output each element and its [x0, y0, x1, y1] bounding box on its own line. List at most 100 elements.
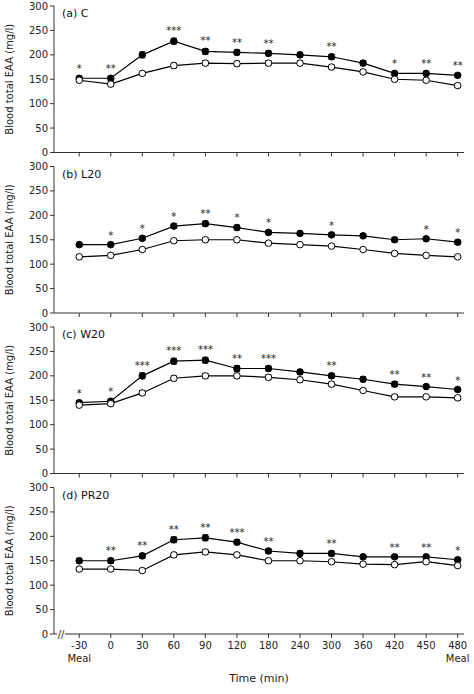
error-bar — [360, 377, 366, 382]
point — [171, 38, 178, 45]
y-tick-label: 50 — [35, 444, 48, 455]
annotation: *** — [166, 345, 181, 356]
point — [297, 369, 304, 376]
panel: 050100150200250300Blood total EAA (mg/l)… — [4, 322, 464, 480]
point — [360, 554, 367, 561]
error-bar — [392, 382, 398, 387]
x-tick-label: 420 — [385, 640, 404, 651]
error-bar — [139, 390, 145, 395]
point — [265, 60, 272, 67]
x-tick — [110, 474, 111, 478]
point — [391, 76, 398, 83]
point — [171, 375, 178, 382]
error-bar — [171, 38, 177, 44]
x-tick — [394, 153, 395, 157]
error-bar — [297, 369, 303, 374]
point — [454, 562, 461, 569]
annotation: *** — [198, 344, 213, 355]
point — [202, 357, 209, 364]
annotation: ** — [327, 538, 337, 549]
x-tick — [236, 313, 237, 317]
point — [297, 52, 304, 59]
point — [234, 373, 241, 380]
x-tick — [300, 313, 301, 317]
annotation: * — [455, 545, 460, 556]
annotation: * — [424, 224, 429, 235]
point — [360, 376, 367, 383]
point — [107, 557, 114, 564]
point — [139, 52, 146, 59]
annotation: * — [77, 388, 82, 399]
y-axis-label: Blood total EAA (mg/l) — [4, 345, 15, 456]
point — [328, 550, 335, 557]
x-tick — [457, 634, 458, 638]
y-tick-label: 200 — [29, 370, 48, 381]
point — [202, 534, 209, 541]
point — [454, 239, 461, 246]
point — [202, 549, 209, 556]
x-tick — [205, 474, 206, 478]
point — [423, 252, 430, 259]
y-tick — [50, 585, 54, 586]
y-tick — [50, 30, 54, 31]
y-tick-label: 100 — [29, 419, 48, 430]
point — [328, 373, 335, 380]
x-tick — [426, 634, 427, 638]
annotation: ** — [263, 38, 273, 49]
y-tick-label: 250 — [29, 506, 48, 517]
y-tick-label: 0 — [42, 308, 48, 319]
y-tick — [50, 449, 54, 450]
x-tick-label: -30 — [71, 640, 87, 651]
x-tick — [205, 153, 206, 157]
x-tick — [79, 474, 80, 478]
error-bar — [171, 376, 177, 381]
point — [234, 60, 241, 67]
y-tick — [50, 536, 54, 537]
x-tick-label: 360 — [354, 640, 373, 651]
annotation: * — [234, 212, 239, 223]
y-tick — [50, 400, 54, 401]
y-tick-label: 200 — [29, 531, 48, 542]
panel-title: (d) PR20 — [62, 489, 109, 502]
annotation: * — [455, 227, 460, 238]
y-tick-label: 300 — [29, 482, 48, 493]
point — [423, 77, 430, 84]
y-tick — [50, 634, 54, 635]
plot-area — [76, 534, 461, 573]
y-tick-label: 150 — [29, 395, 48, 406]
x-tick — [457, 153, 458, 157]
point — [423, 235, 430, 242]
panel: 050100150200250300Blood total EAA (mg/l)… — [4, 161, 464, 319]
y-tick — [50, 239, 54, 240]
point — [265, 374, 272, 381]
x-tick — [173, 153, 174, 157]
x-tick — [142, 153, 143, 157]
point — [360, 387, 367, 394]
error-bar — [265, 549, 271, 554]
error-bar — [297, 52, 303, 57]
y-tick — [50, 215, 54, 216]
y-tick — [50, 375, 54, 376]
error-bar — [234, 552, 240, 557]
error-bar — [202, 357, 208, 363]
error-bar — [265, 61, 271, 66]
y-tick — [50, 190, 54, 191]
x-tick — [79, 634, 80, 638]
point — [171, 536, 178, 543]
x-tick — [205, 634, 206, 638]
annotation: * — [392, 58, 397, 69]
point — [107, 566, 114, 573]
error-bar — [234, 61, 240, 66]
panel: 050100150200250300-300306090120180240300… — [4, 482, 470, 685]
y-tick — [50, 288, 54, 289]
annotation: *** — [261, 353, 276, 364]
point — [107, 81, 114, 88]
point — [202, 60, 209, 67]
point — [234, 49, 241, 56]
y-tick-label: 0 — [42, 147, 48, 158]
y-tick-label: 0 — [42, 629, 48, 640]
error-bar — [297, 377, 303, 382]
annotation: *** — [229, 527, 244, 538]
x-tick — [268, 313, 269, 317]
point — [76, 566, 83, 573]
